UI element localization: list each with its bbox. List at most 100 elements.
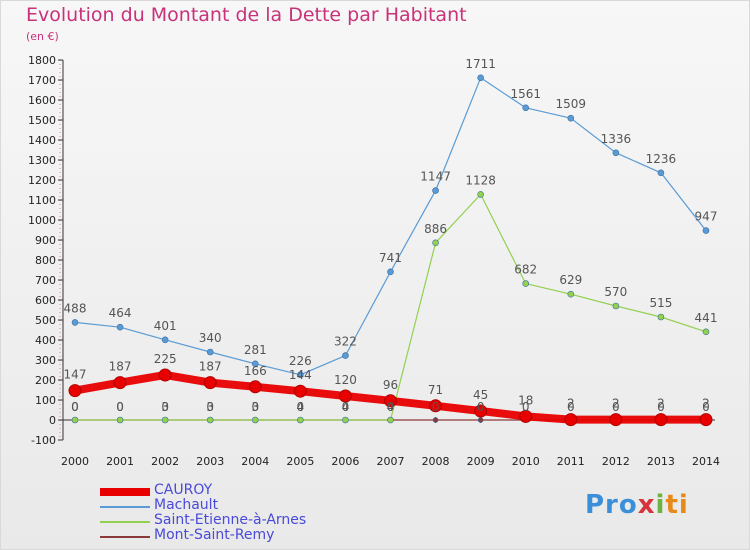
data-point-saint-etienne xyxy=(251,416,259,424)
x-tick-label: 2003 xyxy=(196,455,224,468)
x-tick-label: 2000 xyxy=(61,455,89,468)
data-point-machault xyxy=(297,371,304,379)
data-label-mont-saint-remy: 0 xyxy=(567,400,575,414)
y-tick-label: 400 xyxy=(35,334,56,347)
data-label-saint-etienne: 0 xyxy=(387,400,395,414)
x-tick-label: 2012 xyxy=(602,455,630,468)
data-point-cauroy xyxy=(203,376,217,390)
x-tick-label: 2009 xyxy=(467,455,495,468)
data-point-cauroy xyxy=(609,413,623,427)
legend-swatch-machault xyxy=(100,500,150,514)
data-label-mont-saint-remy: 4 xyxy=(342,400,350,414)
data-label-cauroy: 187 xyxy=(199,360,222,374)
data-point-machault xyxy=(206,348,214,356)
y-tick-label: 300 xyxy=(35,354,56,367)
y-tick-label: 0 xyxy=(49,414,56,427)
legend-swatch-saint-etienne xyxy=(100,515,150,529)
data-point-machault xyxy=(612,149,620,157)
data-point-machault xyxy=(161,336,169,344)
y-tick-label: 1700 xyxy=(28,74,56,87)
legend-label-machault: Machault xyxy=(154,497,219,513)
data-point-mont-saint-remy xyxy=(477,417,484,423)
legend-item-mont-saint-remy[interactable]: Mont-Saint-Remy xyxy=(100,527,330,544)
data-label-cauroy: 120 xyxy=(334,373,357,387)
data-label-cauroy: 2 xyxy=(567,397,575,411)
data-label-saint-etienne: 0 xyxy=(161,400,169,414)
data-point-machault xyxy=(432,187,439,194)
y-tick-label: 500 xyxy=(35,314,56,327)
data-label-cauroy: 45 xyxy=(473,388,488,402)
data-point-cauroy xyxy=(519,409,533,423)
data-point-saint-etienne xyxy=(612,302,620,310)
data-point-saint-etienne xyxy=(387,416,394,424)
data-point-saint-etienne xyxy=(657,313,665,321)
x-tick-label: 2001 xyxy=(106,455,134,468)
data-point-saint-etienne xyxy=(161,416,169,424)
data-point-cauroy xyxy=(113,376,127,390)
data-label-mont-saint-remy: 0 xyxy=(522,400,530,414)
data-label-saint-etienne: 441 xyxy=(695,311,718,325)
x-tick-label: 2010 xyxy=(512,455,540,468)
data-point-machault xyxy=(387,268,394,276)
data-point-cauroy xyxy=(158,368,172,382)
y-tick-label: 1300 xyxy=(28,154,56,167)
data-point-machault xyxy=(116,323,124,331)
data-point-saint-etienne xyxy=(342,416,349,424)
data-point-cauroy xyxy=(293,384,307,398)
x-tick-label: 2007 xyxy=(377,455,405,468)
data-label-saint-etienne: 570 xyxy=(604,285,627,299)
data-point-cauroy xyxy=(699,413,713,427)
data-point-machault xyxy=(702,227,710,234)
data-label-mont-saint-remy: 0 xyxy=(71,400,79,414)
data-point-machault xyxy=(71,319,79,326)
data-label-mont-saint-remy: 0 xyxy=(612,400,620,414)
y-tick-label: 1600 xyxy=(28,94,56,107)
chart-title: Evolution du Montant de la Dette par Hab… xyxy=(26,4,467,26)
data-label-machault: 1336 xyxy=(601,132,632,146)
data-label-machault: 464 xyxy=(109,306,132,320)
legend-item-machault[interactable]: Machault xyxy=(100,497,330,514)
data-label-machault: 322 xyxy=(334,335,357,349)
data-label-machault: 1561 xyxy=(510,87,541,101)
legend-swatch-mont-saint-remy xyxy=(100,530,150,544)
data-label-cauroy: 2 xyxy=(612,397,620,411)
data-point-machault xyxy=(477,74,484,82)
data-label-cauroy: 166 xyxy=(244,364,267,378)
data-label-mont-saint-remy: 0 xyxy=(477,400,485,414)
data-label-saint-etienne: 682 xyxy=(514,263,537,277)
x-tick-label: 2006 xyxy=(331,455,359,468)
data-point-saint-etienne xyxy=(567,290,575,298)
y-tick-label: 600 xyxy=(35,294,56,307)
y-tick-label: 800 xyxy=(35,254,56,267)
y-tick-label: -100 xyxy=(31,434,56,447)
data-label-saint-etienne: 0 xyxy=(206,400,214,414)
data-label-mont-saint-remy: 0 xyxy=(702,400,710,414)
legend-label-cauroy: CAUROY xyxy=(154,482,213,498)
y-tick-label: 1200 xyxy=(28,174,56,187)
data-label-mont-saint-remy: 3 xyxy=(161,400,169,414)
data-label-mont-saint-remy: 3 xyxy=(206,400,214,414)
data-label-cauroy: 225 xyxy=(154,352,177,366)
data-point-cauroy xyxy=(654,413,668,427)
data-label-saint-etienne: 515 xyxy=(649,296,672,310)
data-point-saint-etienne xyxy=(116,416,124,424)
data-label-saint-etienne: 0 xyxy=(342,400,350,414)
data-label-machault: 1711 xyxy=(465,57,496,71)
legend-label-mont-saint-remy: Mont-Saint-Remy xyxy=(154,527,275,543)
data-label-mont-saint-remy: 3 xyxy=(251,400,259,414)
data-point-saint-etienne xyxy=(206,416,214,424)
data-point-machault xyxy=(342,352,349,359)
x-tick-label: 2011 xyxy=(557,455,585,468)
legend-item-saint-etienne[interactable]: Saint-Etienne-à-Arnes xyxy=(100,512,330,529)
data-label-machault: 947 xyxy=(695,210,718,224)
y-tick-label: 100 xyxy=(35,394,56,407)
x-tick-label: 2002 xyxy=(151,455,179,468)
y-tick-label: 1500 xyxy=(28,114,56,127)
legend-item-cauroy[interactable]: CAUROY xyxy=(100,482,330,499)
data-label-cauroy: 71 xyxy=(428,383,443,397)
data-label-machault: 401 xyxy=(154,319,177,333)
data-label-cauroy: 147 xyxy=(64,368,87,382)
x-tick-label: 2008 xyxy=(422,455,450,468)
data-point-cauroy xyxy=(564,413,578,427)
